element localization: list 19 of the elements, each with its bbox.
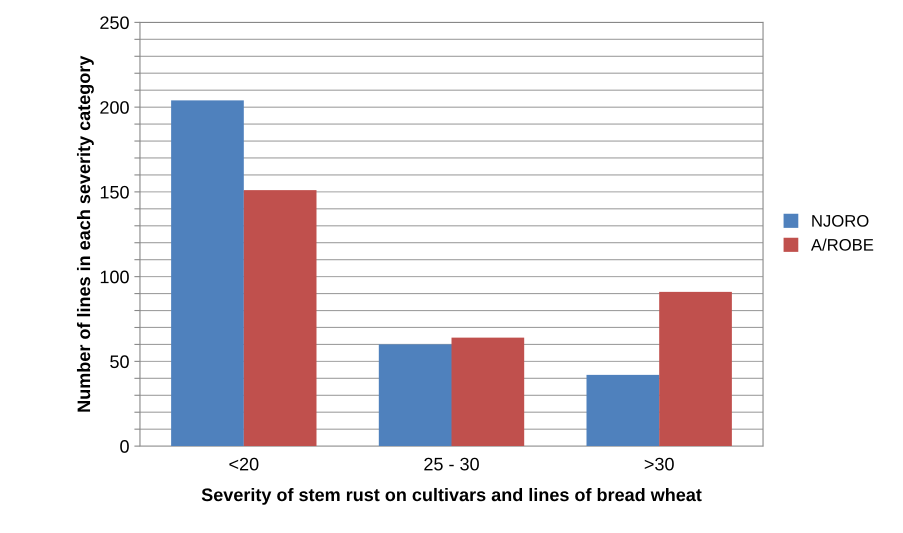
y-tick-label: 0 bbox=[120, 440, 129, 453]
x-tick-label: >30 bbox=[644, 458, 674, 470]
bar bbox=[378, 344, 452, 446]
y-tick-label: 200 bbox=[100, 101, 129, 114]
y-tick-label: 100 bbox=[100, 270, 129, 284]
legend-label: A/ROBE bbox=[810, 238, 874, 251]
legend-label: NJORO bbox=[812, 214, 868, 227]
y-tick-label: 50 bbox=[110, 355, 129, 368]
bar bbox=[586, 374, 660, 446]
x-axis-title: Severity of stem rust on cultivars and lines of bread wheat bbox=[202, 488, 702, 505]
x-tick-label: <20 bbox=[229, 458, 258, 470]
y-tick-label: 150 bbox=[100, 186, 129, 199]
bar bbox=[452, 338, 524, 446]
bar bbox=[244, 190, 316, 446]
x-tick-label: 25 - 30 bbox=[424, 458, 479, 470]
bar bbox=[171, 100, 244, 446]
y-axis-title: Number of lines in each severity category bbox=[76, 56, 94, 412]
y-tick-label: 250 bbox=[100, 16, 129, 30]
bar bbox=[659, 292, 732, 446]
